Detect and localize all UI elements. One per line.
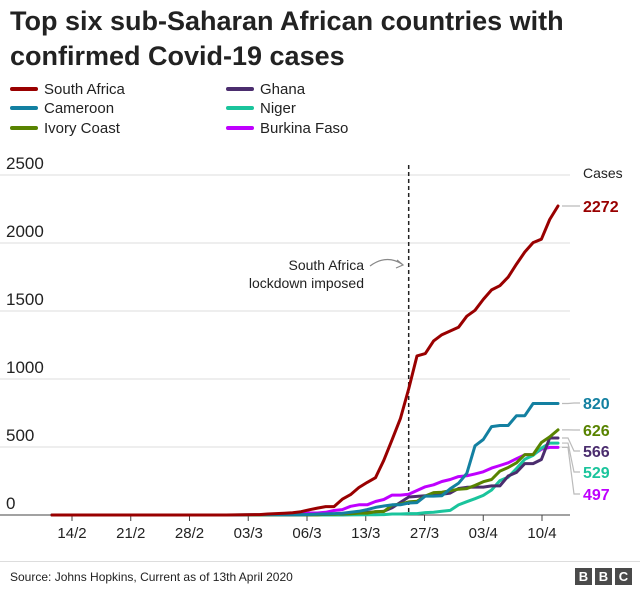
y-tick-label: 2000 bbox=[6, 222, 44, 241]
end-value-label: 497 bbox=[583, 487, 610, 504]
x-tick-label: 10/4 bbox=[527, 525, 556, 542]
end-value-label: 529 bbox=[583, 465, 610, 482]
legend-swatch bbox=[226, 106, 254, 110]
legend-niger: Niger bbox=[226, 98, 296, 118]
end-value-label: 626 bbox=[583, 423, 610, 440]
y-tick-label: 2500 bbox=[6, 154, 44, 173]
end-label-leader bbox=[562, 446, 580, 495]
annotation-layer: South Africa lockdown imposed bbox=[249, 165, 410, 515]
end-value-label: 820 bbox=[583, 396, 610, 413]
y-tick-label: 1500 bbox=[6, 290, 44, 309]
legend-ivory-coast: Ivory Coast bbox=[10, 118, 120, 138]
end-label-leader bbox=[562, 437, 580, 452]
line-chart: 0 500 1000 1500 2000 2500 Cases 14/2 21/2 28/2 03/… bbox=[0, 154, 623, 542]
legend-swatch bbox=[10, 126, 38, 130]
annotation-text: South Africa bbox=[289, 257, 365, 273]
annotation-arrowhead bbox=[395, 259, 405, 269]
bbc-logo-letter: B bbox=[575, 568, 592, 585]
x-tick-label: 03/4 bbox=[469, 525, 498, 542]
bbc-logo: B B C bbox=[575, 568, 632, 585]
label-layer: 2272 820 626 566 529 497 bbox=[562, 199, 619, 504]
grid-layer bbox=[0, 174, 570, 516]
legend-label: Niger bbox=[260, 99, 296, 117]
legend-swatch bbox=[10, 106, 38, 110]
series-line-niger bbox=[50, 441, 560, 517]
legend-cameroon: Cameroon bbox=[10, 98, 114, 118]
legend-burkina-faso: Burkina Faso bbox=[226, 118, 348, 138]
legend-label: Cameroon bbox=[44, 99, 115, 117]
series-line-ghana bbox=[50, 436, 560, 517]
legend-label: Ivory Coast bbox=[44, 119, 120, 137]
y-axis-title: Cases bbox=[583, 165, 623, 181]
y-tick-label: 500 bbox=[6, 426, 34, 445]
bbc-logo-letter: C bbox=[615, 568, 632, 585]
legend-label: South Africa bbox=[44, 80, 125, 98]
footer-divider bbox=[0, 561, 640, 562]
x-tick-label: 27/3 bbox=[410, 525, 439, 542]
x-tick-label: 21/2 bbox=[116, 525, 145, 542]
x-tick-label: 06/3 bbox=[292, 525, 321, 542]
x-tick-label: 28/2 bbox=[175, 525, 204, 542]
legend-ghana: Ghana bbox=[226, 79, 305, 99]
legend-south-africa: South Africa bbox=[10, 79, 125, 99]
legend-swatch bbox=[226, 87, 254, 91]
end-value-label: 2272 bbox=[583, 199, 619, 216]
axis-layer: 0 500 1000 1500 2000 2500 Cases 14/2 21/2 28/2 03/… bbox=[6, 154, 623, 542]
series-line-cameroon bbox=[50, 402, 560, 517]
legend-swatch bbox=[10, 87, 38, 91]
bbc-logo-letter: B bbox=[595, 568, 612, 585]
y-tick-label: 1000 bbox=[6, 358, 44, 377]
y-tick-label: 0 bbox=[6, 494, 15, 513]
x-tick-label: 13/3 bbox=[351, 525, 380, 542]
series-line-south-africa bbox=[50, 204, 560, 517]
series-layer bbox=[50, 204, 560, 517]
legend-label: Burkina Faso bbox=[260, 119, 349, 137]
end-value-label: 566 bbox=[583, 444, 610, 461]
chart-title: Top six sub-Saharan African countries wi… bbox=[10, 6, 564, 71]
x-tick-label: 14/2 bbox=[57, 525, 86, 542]
x-tick-label: 03/3 bbox=[234, 525, 263, 542]
annotation-text: lockdown imposed bbox=[249, 275, 364, 291]
legend-label: Ghana bbox=[260, 80, 306, 98]
end-label-leader bbox=[562, 442, 580, 473]
legend-swatch bbox=[226, 126, 254, 130]
source-note: Source: Johns Hopkins, Current as of 13t… bbox=[10, 570, 293, 584]
